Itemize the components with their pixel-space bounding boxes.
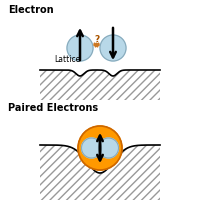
Text: Lattice: Lattice	[54, 55, 80, 64]
Text: Paired Electrons: Paired Electrons	[8, 103, 98, 113]
Circle shape	[67, 35, 93, 61]
Circle shape	[82, 138, 102, 158]
Text: ?: ?	[95, 34, 100, 44]
Circle shape	[98, 138, 118, 158]
Circle shape	[100, 35, 126, 61]
Text: Electron: Electron	[8, 5, 54, 15]
Circle shape	[78, 126, 122, 170]
